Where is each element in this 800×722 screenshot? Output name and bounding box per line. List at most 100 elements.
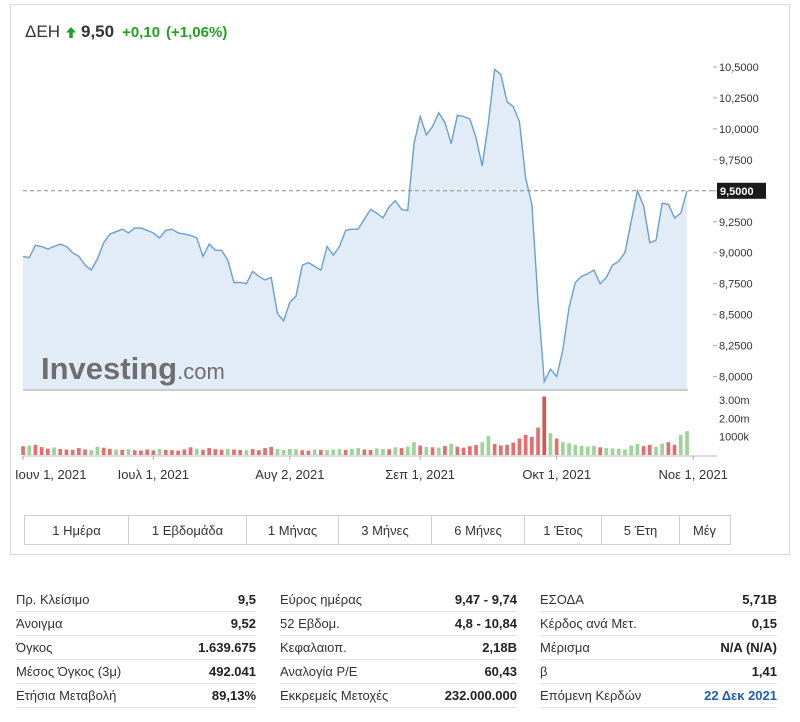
- volume-bar: [89, 450, 94, 455]
- range-button[interactable]: 1 Ημέρα: [25, 516, 129, 544]
- range-button[interactable]: Μέγ: [692, 522, 717, 538]
- volume-bar: [288, 449, 292, 455]
- volume-bar: [83, 449, 87, 455]
- volume-tick-label: 2.00m: [719, 413, 750, 425]
- price-line: [22, 68, 688, 385]
- stat-value: 4,8 - 10,84: [454, 616, 517, 631]
- volume-bar: [492, 444, 497, 455]
- x-tick-label: Ιουλ 1, 2021: [118, 467, 189, 482]
- y-tick-label: 10,5000: [719, 62, 759, 74]
- volume-bar: [678, 434, 683, 455]
- stat-label: Όγκος: [16, 640, 53, 655]
- volume-bar: [579, 445, 584, 455]
- volume-bar: [647, 444, 652, 455]
- volume-bar: [474, 445, 478, 455]
- volume-tick-label: 1000k: [719, 432, 749, 444]
- volume-bar: [672, 444, 677, 455]
- stat-value: 2,18B: [482, 640, 517, 655]
- stat-label: Μέσος Όγκος (3μ): [16, 664, 122, 679]
- stat-row: Εκκρεμείς Μετοχές 232.000.000: [280, 684, 517, 708]
- instrument-name[interactable]: ΔΕΗ: [25, 22, 60, 41]
- volume-bar: [151, 450, 156, 455]
- y-tick-label: 8,0000: [719, 372, 753, 384]
- volume-bar: [486, 435, 491, 455]
- volume-bar: [269, 446, 274, 455]
- volume-bar: [561, 442, 565, 455]
- volume-bar: [176, 450, 180, 455]
- volume-bar: [343, 449, 348, 455]
- volume-bar: [39, 447, 44, 455]
- volume-bar: [325, 450, 329, 455]
- stat-label: Αναλογία P/E: [280, 664, 358, 679]
- stat-value: 9,5: [237, 592, 256, 607]
- stat-label: Εύρος ημέρας: [280, 592, 362, 607]
- range-button[interactable]: 1 Εβδομάδα: [129, 516, 247, 544]
- stat-row: Όγκος 1.639.675: [16, 636, 256, 660]
- x-tick-label: Ιουν 1, 2021: [15, 467, 86, 482]
- y-tick-label: 8,2500: [719, 341, 753, 353]
- volume-bar: [182, 449, 187, 455]
- volume-bar: [443, 445, 447, 455]
- volume-bar: [294, 449, 298, 455]
- range-button[interactable]: 1 Έτος: [525, 516, 602, 544]
- stat-value: 60,43: [484, 664, 517, 679]
- price-chart[interactable]: 10,5000 10,2500 10,0000 9,7500 9,5000 9,2500 9…: [11, 5, 789, 554]
- volume-bar: [635, 444, 640, 455]
- volume-bar: [468, 446, 472, 455]
- volume-bar: [567, 443, 571, 455]
- volume-bar: [250, 449, 255, 455]
- stat-row: Κεφαλαιοπ. 2,18B: [280, 636, 517, 660]
- volume-bar: [139, 450, 143, 455]
- volume-bar: [505, 444, 509, 455]
- volume-bar: [480, 442, 485, 455]
- volume-bar: [213, 449, 218, 455]
- volume-bar: [238, 449, 243, 455]
- volume-bar: [77, 448, 81, 455]
- volume-bar: [331, 449, 336, 455]
- volume-bar: [554, 438, 559, 455]
- volume-bar: [257, 450, 261, 455]
- stats-column-2: Εύρος ημέρας 9,47 - 9,74 52 Εβδομ. 4,8 - 10…: [280, 588, 517, 708]
- volume-bar: [207, 448, 211, 455]
- stat-row: Άνοιγμα 9,52: [16, 612, 256, 636]
- last-price: 9,50: [80, 22, 115, 41]
- stat-value: 9,52: [230, 616, 256, 631]
- volume-bar: [629, 445, 633, 455]
- volume-bar: [108, 448, 112, 455]
- volume-bar: [436, 447, 441, 455]
- range-button[interactable]: 6 Μήνες: [432, 516, 525, 544]
- stat-row: Κέρδος ανά Μετ. 0,15: [540, 612, 777, 636]
- volume-bar: [449, 443, 453, 455]
- range-button[interactable]: 5 Έτη: [602, 516, 680, 544]
- stat-label: Ετήσια Μεταβολή: [16, 688, 117, 703]
- range-button[interactable]: 1 Μήνας: [247, 516, 339, 544]
- time-range-selector: 1 Ημέρα 1 Εβδομάδα 1 Μήνας 3 Μήνες 6 Μήνες 1 …: [24, 515, 731, 545]
- next-earnings-link[interactable]: 22 Δεκ 2021: [704, 688, 777, 703]
- volume-bar: [666, 442, 671, 455]
- quote-header: ΔΕΗ 9,50 +0,10 (+1,06%): [25, 20, 227, 44]
- volume-bar: [362, 449, 367, 455]
- stat-label: Πρ. Κλείσιμο: [16, 592, 90, 607]
- volume-bar: [244, 450, 249, 455]
- volume-bar: [350, 448, 354, 455]
- volume-bar: [232, 449, 236, 455]
- stat-row: Εύρος ημέρας 9,47 - 9,74: [280, 588, 517, 612]
- volume-bar: [573, 444, 578, 455]
- volume-bar: [517, 438, 522, 455]
- volume-bar: [64, 449, 69, 455]
- volume-bar: [33, 444, 38, 455]
- price-change-percent: (+1,06%): [166, 23, 228, 41]
- volume-bar: [536, 427, 540, 455]
- y-tick-label: 8,7500: [719, 279, 753, 291]
- range-button[interactable]: 3 Μήνες: [339, 516, 432, 544]
- volume-bar: [101, 447, 106, 455]
- volume-bar: [368, 449, 373, 455]
- y-tick-label: 9,2500: [719, 217, 753, 229]
- volume-bar: [430, 447, 435, 455]
- stat-row: Αναλογία P/E 60,43: [280, 660, 517, 684]
- stat-label: ΕΣΟΔΑ: [540, 592, 584, 607]
- volume-bar: [194, 448, 199, 455]
- volume-bar: [585, 446, 590, 455]
- stat-label: 52 Εβδομ.: [280, 616, 340, 631]
- stats-column-1: Πρ. Κλείσιμο 9,5 Άνοιγμα 9,52 Όγκος 1.639.675…: [16, 588, 256, 708]
